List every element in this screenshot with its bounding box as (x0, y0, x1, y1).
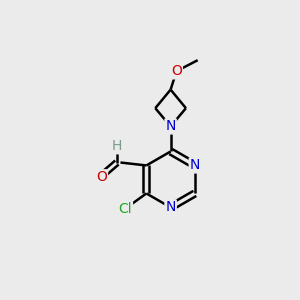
Text: H: H (112, 139, 122, 153)
Text: O: O (171, 64, 182, 78)
Text: N: N (190, 158, 200, 172)
Text: Cl: Cl (118, 202, 132, 216)
Text: O: O (96, 170, 107, 184)
Text: N: N (165, 200, 176, 214)
Text: N: N (165, 119, 176, 134)
